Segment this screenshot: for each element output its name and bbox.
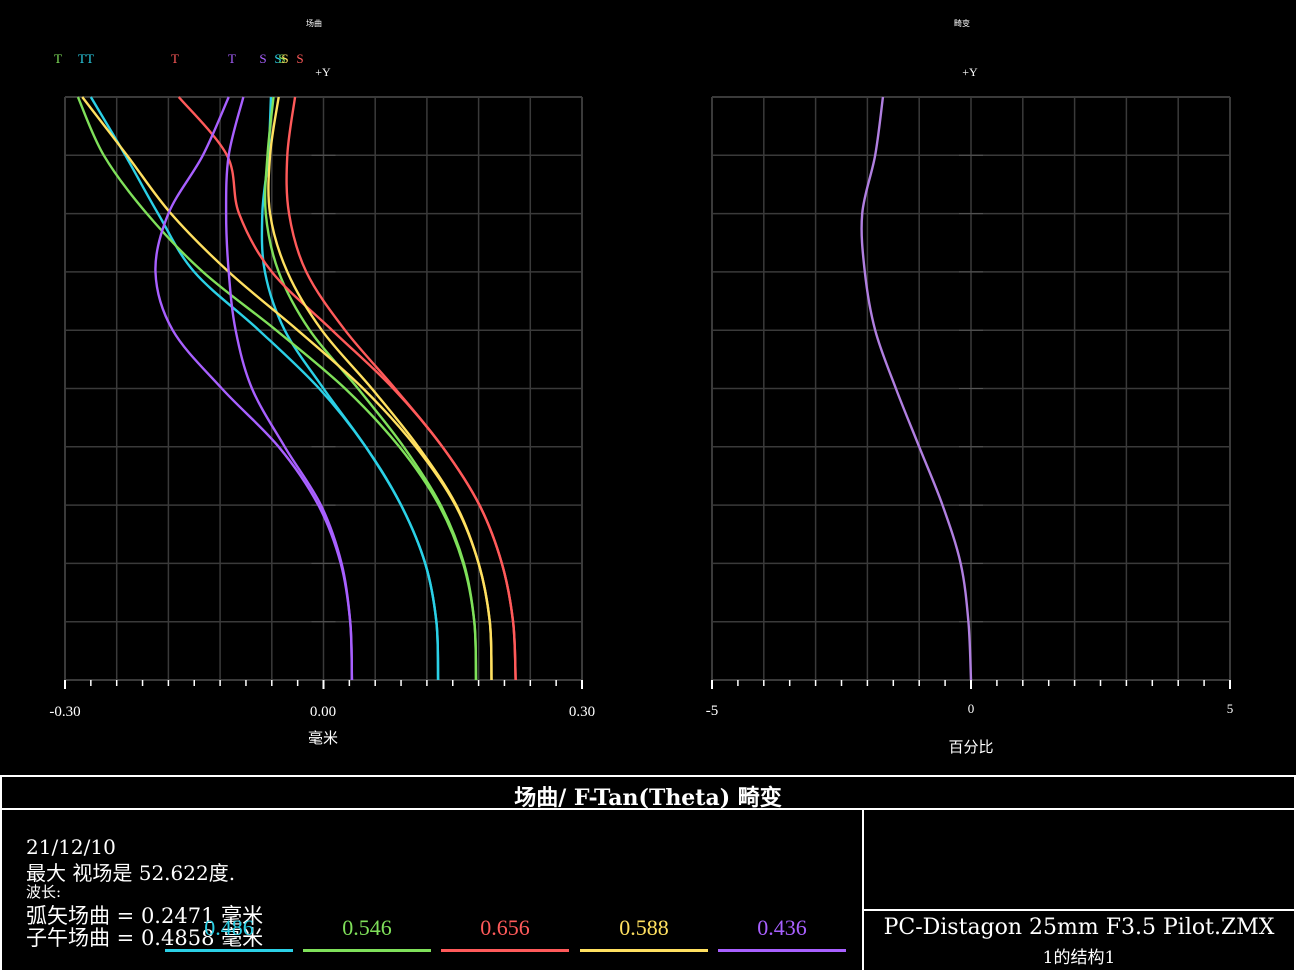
right-series-curve (860, 96, 973, 681)
legend-letter: S (274, 51, 281, 66)
wavelength-line-3 (580, 949, 708, 952)
distortion-plot: 畸变 +Y -5 0 5 百分比 (706, 18, 1234, 756)
right-x-axis-label: 百分比 (948, 738, 993, 756)
date-label: 21/12/10 (26, 835, 116, 859)
field-curvature-title: 场曲 (306, 18, 322, 28)
left-series-curve (177, 96, 517, 681)
wavelength-line-2 (441, 949, 569, 952)
left-x-tick-label-min: -0.30 (49, 704, 80, 720)
legend-letter: S (296, 51, 303, 66)
field-curvature-legend: T TT T T S SSS S (54, 51, 304, 66)
wavelength-label-3: 0.588 (619, 915, 669, 940)
footer-title-frame (0, 775, 1296, 810)
max-field-label: 最大 视场是 52.622度. (26, 861, 236, 885)
wavelength-label-1: 0.546 (342, 915, 392, 940)
left-y-axis-label: +Y (315, 65, 331, 79)
right-x-tick-label-max: 5 (1227, 701, 1234, 716)
file-name: PC-Distagon 25mm F3.5 Pilot.ZMX (883, 915, 1275, 940)
right-grid (711, 96, 1231, 681)
plots-area: 场曲 T TT T T S SSS S +Y -0.30 0.00 0.30 毫米 畸变 +… (49, 18, 1234, 756)
footer-file-frame (862, 909, 1296, 972)
left-x-tick-label-zero: 0.00 (310, 704, 336, 720)
wavelength-line-1 (303, 949, 431, 952)
left-x-tick-label-max: 0.30 (569, 704, 595, 720)
left-x-ticks (64, 680, 583, 689)
wavelength-label: 波长: (26, 883, 62, 901)
legend-letter: T (54, 51, 62, 66)
wavelength-line-4 (718, 949, 846, 952)
wavelength-label-4: 0.436 (757, 915, 807, 940)
left-series-curve (154, 96, 354, 681)
wavelength-line-0 (165, 949, 293, 952)
legend-letter: T (171, 51, 179, 66)
distortion-title: 畸变 (954, 18, 970, 28)
legend-letter: TT (78, 51, 94, 66)
right-x-tick-label-min: -5 (706, 703, 719, 719)
footer-title: 场曲/ F-Tan(Theta) 畸变 (514, 785, 782, 811)
left-series-curve (89, 96, 440, 681)
wavelength-label-2: 0.656 (480, 915, 530, 940)
field-curvature-plot: 场曲 T TT T T S SSS S +Y -0.30 0.00 0.30 毫米 (49, 18, 595, 747)
wavelength-label-0: 0.486 (204, 915, 254, 940)
right-x-ticks (711, 680, 1231, 689)
legend-letter: S (259, 51, 266, 66)
right-curves (860, 96, 973, 681)
legend-letter: T (228, 51, 236, 66)
info-footer: 场曲/ F-Tan(Theta) 畸变 PC-Distagon 25mm F3.… (0, 775, 1296, 972)
legend-letter: S (278, 51, 285, 66)
left-x-axis-label: 毫米 (308, 729, 338, 747)
right-y-axis-label: +Y (962, 65, 978, 79)
sagittal-curvature: 弧矢场曲 = 0.2471 毫米 (26, 904, 264, 928)
tangential-curvature: 子午场曲 = 0.4858 毫米 (26, 926, 264, 950)
config-label: 1的结构1 (1042, 948, 1116, 968)
left-series-curve (81, 96, 493, 681)
left-series-curve (76, 96, 478, 681)
left-curves (76, 96, 517, 681)
right-x-tick-label-zero: 0 (968, 701, 975, 716)
legend-letter: S (281, 51, 288, 66)
